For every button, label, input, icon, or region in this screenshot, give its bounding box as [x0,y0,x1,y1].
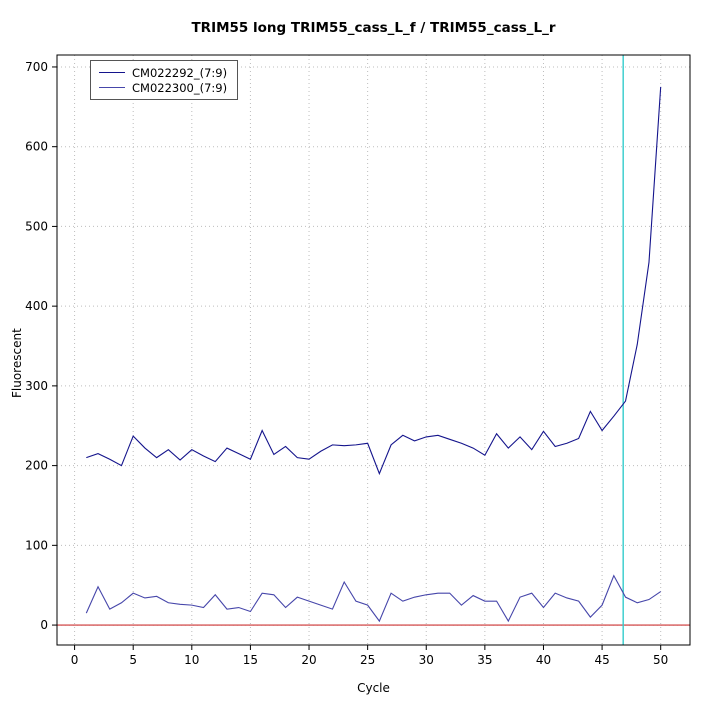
x-tick-label: 10 [184,653,199,667]
series-line-1 [86,86,662,476]
series-line-2 [85,574,662,623]
y-tick-label: 300 [25,379,48,393]
legend-line-swatch-2 [99,87,125,88]
x-tick-label: 0 [71,653,79,667]
y-tick-label: 400 [25,299,48,313]
x-axis-title: Cycle [357,681,390,695]
legend-item: CM022300_(7:9) [99,80,227,95]
x-tick-label: 35 [477,653,492,667]
y-tick-label: 700 [25,60,48,74]
x-tick-label: 25 [360,653,375,667]
legend-label-2: CM022300_(7:9) [132,80,228,95]
legend-item: CM022292_(7:9) [99,65,227,80]
x-tick-label: 40 [536,653,551,667]
y-tick-label: 100 [25,538,48,552]
x-tick-label: 50 [653,653,668,667]
plot-box [56,54,691,646]
x-tick-label: 15 [243,653,258,667]
y-tick-label: 500 [25,219,48,233]
chart-title: TRIM55 long TRIM55_cass_L_f / TRIM55_cas… [191,20,556,36]
x-tick-label: 30 [419,653,434,667]
y-tick-label: 200 [25,459,48,473]
legend-line-swatch-1 [99,72,125,73]
y-tick-label: 0 [40,618,48,632]
x-tick-label: 45 [594,653,609,667]
y-tick-label: 600 [25,140,48,154]
legend-label-1: CM022292_(7:9) [132,65,228,80]
x-tick-label: 5 [129,653,137,667]
legend: CM022292_(7:9) CM022300_(7:9) [90,60,239,100]
x-tick-label: 20 [301,653,316,667]
